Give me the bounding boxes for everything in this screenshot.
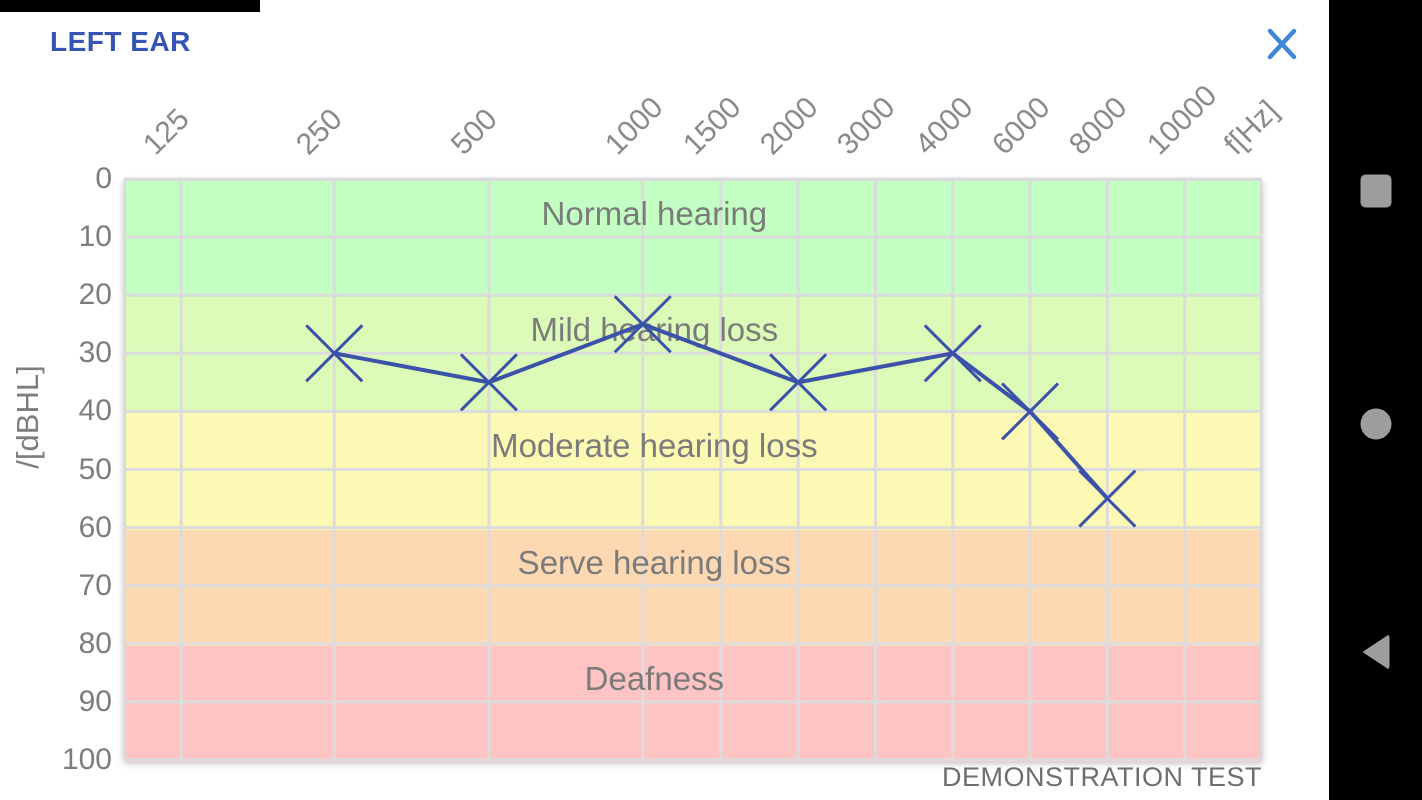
y-tick-label: 60 xyxy=(78,510,112,544)
x-tick-label: 3000 xyxy=(831,90,902,162)
audiogram-plot-area xyxy=(124,179,1262,762)
y-tick-label: 70 xyxy=(78,568,112,602)
zone-band xyxy=(126,529,1260,646)
x-tick-label: 1000 xyxy=(598,90,670,162)
zone-band xyxy=(126,181,1260,298)
back-triangle-icon xyxy=(1362,634,1389,670)
y-tick-label: 40 xyxy=(78,394,112,428)
status-cutout-bar xyxy=(0,0,260,12)
x-tick-label: 250 xyxy=(290,102,349,162)
android-nav-bar xyxy=(1329,0,1422,800)
y-tick-label: 90 xyxy=(78,684,112,718)
x-tick-label: 6000 xyxy=(986,90,1057,162)
frequency-axis: 125 250 500 1000 1500 2000 3000 4000 6000 8000 100… xyxy=(0,0,1340,170)
home-circle-icon xyxy=(1360,408,1391,440)
y-tick-label: 0 xyxy=(95,162,112,195)
y-tick-label: 100 xyxy=(61,743,112,776)
y-tick-label: 80 xyxy=(78,626,112,660)
zone-label: Deafness xyxy=(584,659,725,697)
back-button[interactable] xyxy=(1329,607,1422,697)
x-axis-unit-label: f[Hz] xyxy=(1217,94,1285,162)
x-tick-label: 1500 xyxy=(676,90,748,162)
x-tick-label: 2000 xyxy=(754,90,825,162)
y-tick-label: 10 xyxy=(78,220,112,254)
recents-button[interactable] xyxy=(1329,146,1422,236)
page-title: LEFT EAR xyxy=(50,26,191,57)
close-button[interactable] xyxy=(1258,22,1306,68)
y-axis-title: /[dBHL] xyxy=(10,365,45,469)
close-icon xyxy=(1267,28,1297,59)
zone-band xyxy=(126,645,1260,762)
demonstration-test-note: DEMONSTRATION TEST xyxy=(941,762,1262,792)
x-tick-label: 500 xyxy=(444,102,504,162)
recents-square-icon xyxy=(1360,174,1391,208)
x-tick-label: 4000 xyxy=(908,90,980,162)
x-tick-label: 8000 xyxy=(1063,90,1134,162)
zone-label: Serve hearing loss xyxy=(517,543,792,581)
zone-label: Normal hearing xyxy=(541,195,768,232)
home-button[interactable] xyxy=(1329,379,1422,469)
y-tick-label: 50 xyxy=(78,452,112,486)
x-tick-label: 10000 xyxy=(1140,78,1223,162)
zone-label: Moderate hearing loss xyxy=(491,427,818,465)
zone-label: Mild hearing loss xyxy=(530,311,779,349)
y-tick-label: 30 xyxy=(78,336,112,370)
y-tick-label: 20 xyxy=(78,278,112,312)
x-tick-label: 125 xyxy=(137,102,196,162)
